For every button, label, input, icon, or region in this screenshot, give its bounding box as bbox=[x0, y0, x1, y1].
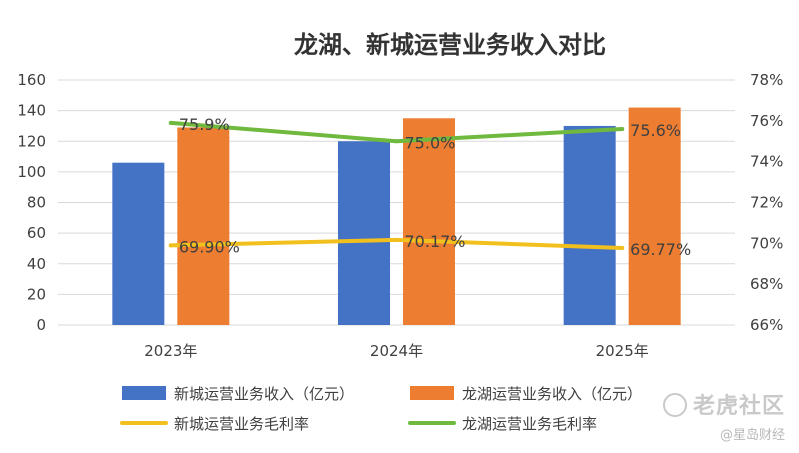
y-left-tick-label: 140 bbox=[17, 102, 46, 120]
y-left-tick-label: 160 bbox=[17, 71, 46, 89]
bar bbox=[177, 127, 230, 325]
y-left-tick-label: 120 bbox=[17, 132, 46, 150]
bar bbox=[338, 141, 390, 325]
legend-item[interactable]: 龙湖运营业务收入（亿元） bbox=[410, 385, 642, 403]
data-label: 75.9% bbox=[179, 115, 230, 134]
data-label: 70.17% bbox=[405, 232, 466, 251]
data-labels: 69.90% 70.17% 69.77% 75.9% 75.0% 75.6% bbox=[179, 115, 691, 259]
y-right-tick-label: 78% bbox=[750, 71, 783, 89]
y-left-tick-label: 80 bbox=[27, 194, 46, 212]
gridlines bbox=[58, 79, 735, 326]
legend-item[interactable]: 龙湖运营业务毛利率 bbox=[408, 415, 597, 433]
y-right-tick-label: 74% bbox=[750, 153, 783, 171]
x-tick-label: 2024年 bbox=[370, 342, 423, 360]
legend-label: 新城运营业务毛利率 bbox=[174, 415, 309, 433]
legend-label: 龙湖运营业务收入（亿元） bbox=[462, 385, 642, 403]
y-right-tick-label: 72% bbox=[750, 194, 783, 212]
legend-swatch bbox=[122, 386, 166, 400]
line-point bbox=[168, 120, 173, 125]
legend-swatch bbox=[410, 386, 454, 400]
line-point bbox=[620, 246, 625, 251]
y-left-tick-label: 60 bbox=[27, 224, 46, 242]
axes: 0 20 40 60 80 100 120 140 160 66% 68% 70% 72% 74% 76% 7… bbox=[17, 71, 783, 360]
chart-title: 龙湖、新城运营业务收入对比 bbox=[294, 30, 606, 59]
bars bbox=[112, 107, 681, 325]
watermark: 老虎社区 @星岛财经 bbox=[662, 388, 785, 443]
y-left-tick-label: 100 bbox=[17, 163, 46, 181]
tiger-logo-icon bbox=[662, 393, 687, 417]
line-point bbox=[168, 243, 173, 248]
legend[interactable]: 新城运营业务收入（亿元） 龙湖运营业务收入（亿元） 新城运营业务毛利率 龙湖运营业务毛… bbox=[120, 385, 642, 433]
y-right-tick-label: 70% bbox=[750, 234, 783, 252]
y-right-tick-label: 76% bbox=[750, 112, 783, 130]
line-point bbox=[394, 139, 399, 144]
y-left-tick-label: 0 bbox=[36, 316, 46, 334]
legend-item[interactable]: 新城运营业务收入（亿元） bbox=[122, 385, 354, 403]
data-label: 75.0% bbox=[405, 133, 456, 152]
x-tick-label: 2023年 bbox=[144, 342, 197, 360]
watermark-main: 老虎社区 bbox=[692, 394, 785, 419]
bar bbox=[628, 107, 681, 325]
line-point bbox=[620, 127, 625, 131]
legend-label: 新城运营业务收入（亿元） bbox=[174, 385, 354, 403]
bar bbox=[563, 125, 616, 325]
y-left-tick-label: 20 bbox=[27, 285, 46, 303]
y-right-tick-label: 66% bbox=[750, 316, 783, 334]
data-label: 69.90% bbox=[179, 237, 240, 256]
x-tick-label: 2025年 bbox=[596, 342, 649, 360]
legend-label: 龙湖运营业务毛利率 bbox=[462, 415, 597, 433]
lines bbox=[168, 120, 625, 251]
data-label: 69.77% bbox=[630, 240, 691, 259]
data-label: 75.6% bbox=[630, 121, 681, 140]
y-left-tick-label: 40 bbox=[27, 255, 46, 273]
watermark-sub: @星岛财经 bbox=[719, 428, 785, 443]
bar bbox=[403, 118, 455, 325]
legend-item[interactable]: 新城运营业务毛利率 bbox=[120, 415, 309, 433]
bar bbox=[112, 162, 165, 325]
y-right-tick-label: 68% bbox=[750, 275, 783, 293]
line-point bbox=[394, 237, 399, 242]
series-line bbox=[168, 120, 625, 144]
